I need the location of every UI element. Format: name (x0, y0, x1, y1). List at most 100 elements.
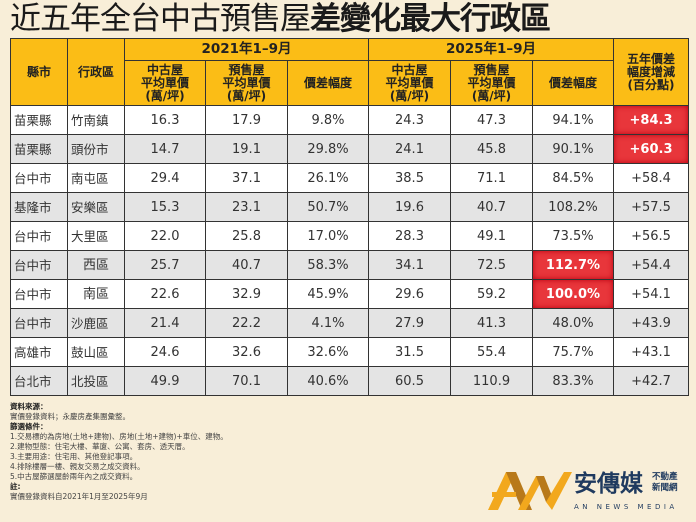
source-label: 資料來源： (10, 402, 48, 411)
district-cell: 頭份市 (67, 134, 125, 164)
filter-item: 3.主要用途：住宅用、其他登記事項。 (10, 452, 138, 461)
presale-2021-cell: 22.2 (205, 308, 288, 338)
presale-2021-cell: 17.9 (205, 105, 288, 135)
logo-tag: 不動產 (652, 472, 678, 482)
header-used-2025: 中古屋 平均單價 (萬/坪) (368, 60, 451, 106)
used-2021-cell: 22.0 (124, 221, 206, 251)
table-row: 台北市 北投區 49.9 70.1 40.6% 60.5 110.9 83.3% +42.7 (10, 366, 689, 396)
change-cell: +58.4 (613, 163, 689, 193)
filter-item: 4.排除樓層一樓、親友交易之成交資料。 (10, 462, 145, 471)
logo-tag: 新聞網 (652, 483, 678, 493)
header-2025: 2025年1–9月 (368, 38, 614, 61)
used-2025-cell: 24.3 (368, 105, 451, 135)
used-2025-cell: 38.5 (368, 163, 451, 193)
district-cell: 大里區 (67, 221, 125, 251)
presale-2021-cell: 37.1 (205, 163, 288, 193)
change-cell: +43.9 (613, 308, 689, 338)
district-cell: 鼓山區 (67, 337, 125, 367)
content-flow: 縣市 行政區 2021年1–9月 2025年1–9月 五年價差 幅度增減 (百分… (10, 38, 689, 502)
county-cell: 台中市 (10, 279, 68, 309)
filter-label: 篩選條件： (10, 422, 48, 431)
district-cell: 南屯區 (67, 163, 125, 193)
county-cell: 台中市 (10, 163, 68, 193)
used-2025-cell: 24.1 (368, 134, 451, 164)
gap-2025-cell: 112.7% (532, 250, 614, 280)
county-cell: 苗栗縣 (10, 105, 68, 135)
presale-2025-cell: 59.2 (450, 279, 533, 309)
filter-item: 2.建物型態：住宅大樓、華廈、公寓、套房、透天厝。 (10, 442, 190, 451)
district-cell: 竹南鎮 (67, 105, 125, 135)
table-row: 台中市 大里區 22.0 25.8 17.0% 28.3 49.1 73.5% +56.5 (10, 221, 689, 251)
county-cell: 台中市 (10, 221, 68, 251)
gap-2025-cell: 94.1% (532, 105, 614, 135)
used-2021-cell: 14.7 (124, 134, 206, 164)
district-cell: 安樂區 (67, 192, 125, 222)
table-row: 基隆市 安樂區 15.3 23.1 50.7% 19.6 40.7 108.2% +57.5 (10, 192, 689, 222)
used-2025-cell: 28.3 (368, 221, 451, 251)
change-cell: +84.3 (613, 105, 689, 135)
gap-2021-cell: 17.0% (287, 221, 369, 251)
gap-2025-cell: 48.0% (532, 308, 614, 338)
presale-2025-cell: 41.3 (450, 308, 533, 338)
header-county: 縣市 (10, 38, 68, 106)
district-cell: 西區 (67, 250, 125, 280)
header-presale-2021: 預售屋 平均單價 (萬/坪) (205, 60, 288, 106)
source-text: 實價登錄資料；永慶房產集團彙整。 (10, 412, 130, 421)
gap-2025-cell: 83.3% (532, 366, 614, 396)
gap-2021-cell: 40.6% (287, 366, 369, 396)
change-cell: +57.5 (613, 192, 689, 222)
header-2021: 2021年1–9月 (124, 38, 369, 61)
used-2021-cell: 29.4 (124, 163, 206, 193)
change-cell: +60.3 (613, 134, 689, 164)
presale-2025-cell: 110.9 (450, 366, 533, 396)
used-2025-cell: 34.1 (368, 250, 451, 280)
table-row: 台中市 沙鹿區 21.4 22.2 4.1% 27.9 41.3 48.0% +43.9 (10, 308, 689, 338)
presale-2025-cell: 47.3 (450, 105, 533, 135)
used-2021-cell: 49.9 (124, 366, 206, 396)
logo-english: AN NEWS MEDIA (574, 503, 678, 511)
table-row: 台中市 西區 25.7 40.7 58.3% 34.1 72.5 112.7% +54.4 (10, 250, 689, 280)
used-2021-cell: 16.3 (124, 105, 206, 135)
gap-2025-cell: 108.2% (532, 192, 614, 222)
used-2021-cell: 24.6 (124, 337, 206, 367)
notes: 資料來源： 實價登錄資料；永慶房產集團彙整。 篩選條件： 1.交易標的為房地(土… (10, 402, 430, 502)
gap-2025-cell: 84.5% (532, 163, 614, 193)
title-bold: 差變化最大行政區 (310, 1, 551, 37)
gap-2021-cell: 4.1% (287, 308, 369, 338)
used-2025-cell: 27.9 (368, 308, 451, 338)
county-cell: 台中市 (10, 250, 68, 280)
gap-2021-cell: 26.1% (287, 163, 369, 193)
page-title: 近五年全台中古預售屋差變化最大行政區 (10, 1, 551, 37)
header-used-2021: 中古屋 平均單價 (萬/坪) (124, 60, 206, 106)
used-2025-cell: 19.6 (368, 192, 451, 222)
used-2025-cell: 60.5 (368, 366, 451, 396)
county-cell: 高雄市 (10, 337, 68, 367)
presale-2025-cell: 45.8 (450, 134, 533, 164)
used-2021-cell: 25.7 (124, 250, 206, 280)
header-presale-2025: 預售屋 平均單價 (萬/坪) (450, 60, 533, 106)
note-label: 註: (10, 482, 21, 491)
used-2021-cell: 22.6 (124, 279, 206, 309)
presale-2021-cell: 40.7 (205, 250, 288, 280)
presale-2025-cell: 40.7 (450, 192, 533, 222)
used-2025-cell: 31.5 (368, 337, 451, 367)
table-row: 台中市 南屯區 29.4 37.1 26.1% 38.5 71.1 84.5% +58.4 (10, 163, 689, 193)
change-cell: +43.1 (613, 337, 689, 367)
presale-2021-cell: 23.1 (205, 192, 288, 222)
used-2021-cell: 21.4 (124, 308, 206, 338)
change-cell: +54.4 (613, 250, 689, 280)
note-text: 實價登錄資料自2021年1月至2025年9月 (10, 492, 148, 501)
presale-2025-cell: 55.4 (450, 337, 533, 367)
district-cell: 北投區 (67, 366, 125, 396)
gap-2025-cell: 90.1% (532, 134, 614, 164)
county-cell: 台中市 (10, 308, 68, 338)
presale-2021-cell: 32.6 (205, 337, 288, 367)
gap-2025-cell: 100.0% (532, 279, 614, 309)
county-cell: 基隆市 (10, 192, 68, 222)
table-row: 高雄市 鼓山區 24.6 32.6 32.6% 31.5 55.4 75.7% +43.1 (10, 337, 689, 367)
header-district: 行政區 (67, 38, 125, 106)
county-cell: 苗栗縣 (10, 134, 68, 164)
logo-name: 安傳媒 (574, 471, 643, 497)
change-cell: +54.1 (613, 279, 689, 309)
gap-2021-cell: 32.6% (287, 337, 369, 367)
